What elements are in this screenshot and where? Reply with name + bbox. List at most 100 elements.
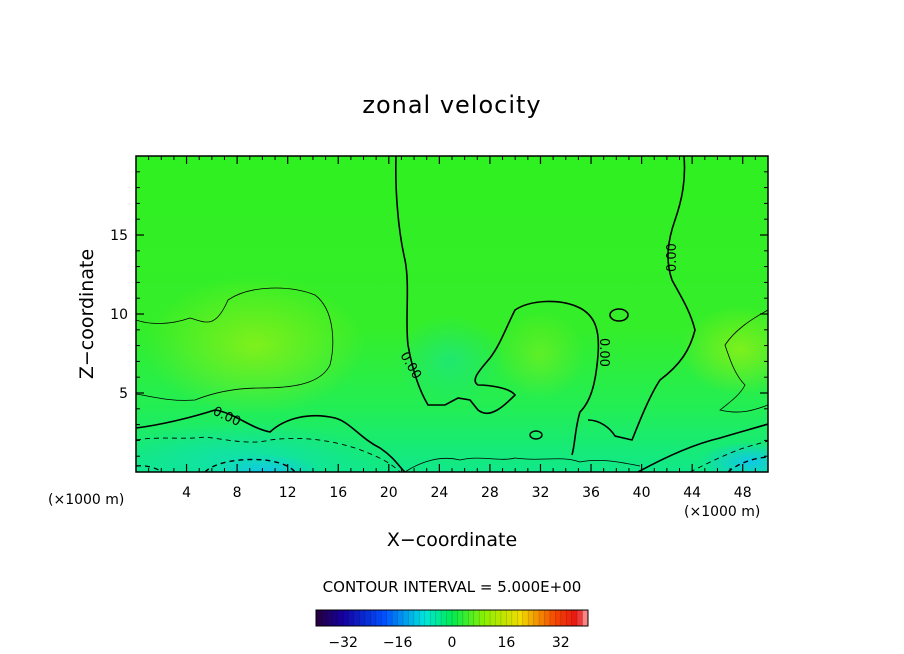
colorbar-cell [316,610,322,626]
colorbar-cell [490,610,496,626]
colorbar-cell [484,610,491,626]
positive-anomaly-east [680,305,768,395]
x-tick-label: 48 [734,485,752,501]
negative-anomaly-surface [136,422,370,472]
colorbar [315,609,589,627]
contour-lines [136,156,768,472]
colorbar-cell [473,610,480,626]
y-tick-label: 5 [119,386,128,402]
positive-contour-east [719,309,768,413]
x-axis-label: X−coordinate [387,529,517,551]
x-tick-label: 24 [430,485,448,501]
x-tick-label: 12 [279,485,297,501]
negative-contour-east [689,440,768,472]
colorbar-cell [337,610,344,626]
small-zero-loop-2 [529,430,543,440]
zero-contour-west [136,409,406,472]
colorbar-frame [315,609,589,627]
positive-contour-surface [404,457,641,472]
colorbar-cell [397,610,404,626]
colorbar-cell [381,610,388,626]
positive-anomaly-mid [495,310,585,400]
colorbar-cell [522,610,529,626]
colorbar-cell [511,610,518,626]
negative-anomaly-east-surface [700,442,768,472]
colorbar-cell [354,610,360,626]
colorbar-cell [582,610,589,626]
x-tick-label: 36 [582,485,600,501]
y-axis: 5 10 15 [110,171,768,457]
colorbar-cell [517,610,524,626]
colorbar-cell [544,610,551,626]
colorbar-tick-label: 16 [497,635,515,651]
positive-anomaly [145,275,365,415]
x-unit-right: (×1000 m) [684,504,760,520]
y-tick-label: 10 [110,307,128,323]
colorbar-cell [571,610,578,626]
negative-contour-southwest [136,465,163,472]
contour-interval-text: CONTOUR INTERVAL = 5.000E+00 [323,578,582,596]
colorbar-cell [446,610,453,626]
positive-contour-west [136,287,334,401]
negative-contour-east-strong [727,456,768,472]
x-tick-label: 16 [329,485,347,501]
zero-contour-central [395,156,600,456]
colorbar-cell [348,610,355,626]
heatmap-field [136,156,768,472]
colorbar-cell [506,610,513,626]
colorbar-tick-label: 0 [448,635,457,651]
colorbar-cell [424,610,431,626]
colorbar-cell [359,610,366,626]
colorbar-cell [468,610,475,626]
colorbar-cell [386,610,393,626]
colorbar-cell [528,610,534,626]
colorbar-cell [500,610,507,626]
colorbar-cell [435,610,442,626]
small-zero-loop [609,308,629,322]
negative-anomaly-mid [395,315,505,405]
zero-contour-central-b [587,156,696,441]
colorbar-cell [408,610,415,626]
x-unit-left: (×1000 m) [48,492,124,508]
y-axis-label: Z−coordinate [76,249,98,379]
colorbar-cell [560,610,567,626]
colorbar-cell [321,610,328,626]
colorbar-cell [403,610,409,626]
x-tick-label: 40 [633,485,651,501]
colorbar-cell [549,610,556,626]
colorbar-cell [533,610,540,626]
y-tick-label: 15 [110,228,128,244]
colorbar-cell [343,610,349,626]
chart-title: zonal velocity [362,91,541,119]
x-tick-label: 28 [481,485,499,501]
colorbar-cell [495,610,502,626]
colorbar-tick-label: −16 [383,635,413,651]
colorbar-cell [430,610,436,626]
colorbar-cell [539,610,545,626]
contour-label-4: 0.00 [665,243,680,272]
colorbar-ticks: −32 −16 0 16 32 [328,635,569,651]
contour-label-3: 0.00 [596,338,611,367]
colorbar-cell [577,610,583,626]
colorbar-tick-label: 32 [552,635,570,651]
colorbar-cell [462,610,469,626]
x-tick-label: 20 [380,485,398,501]
colorbar-cell [392,610,398,626]
colorbar-cell [452,610,458,626]
colorbar-cell [419,610,426,626]
colorbar-cell [364,610,371,626]
x-tick-label: 4 [182,485,191,501]
zero-contour-east [637,423,768,472]
colorbar-cell [555,610,562,626]
colorbar-cell [326,610,333,626]
colorbar-cell [457,610,464,626]
x-tick-label: 8 [233,485,242,501]
colorbar-cell [441,610,447,626]
colorbar-cell [479,610,485,626]
colorbar-cell [413,610,420,626]
colorbar-cell [375,610,382,626]
colorbar-cell [370,610,377,626]
negative-contour-lines [136,436,768,472]
colorbar-cell [332,610,339,626]
